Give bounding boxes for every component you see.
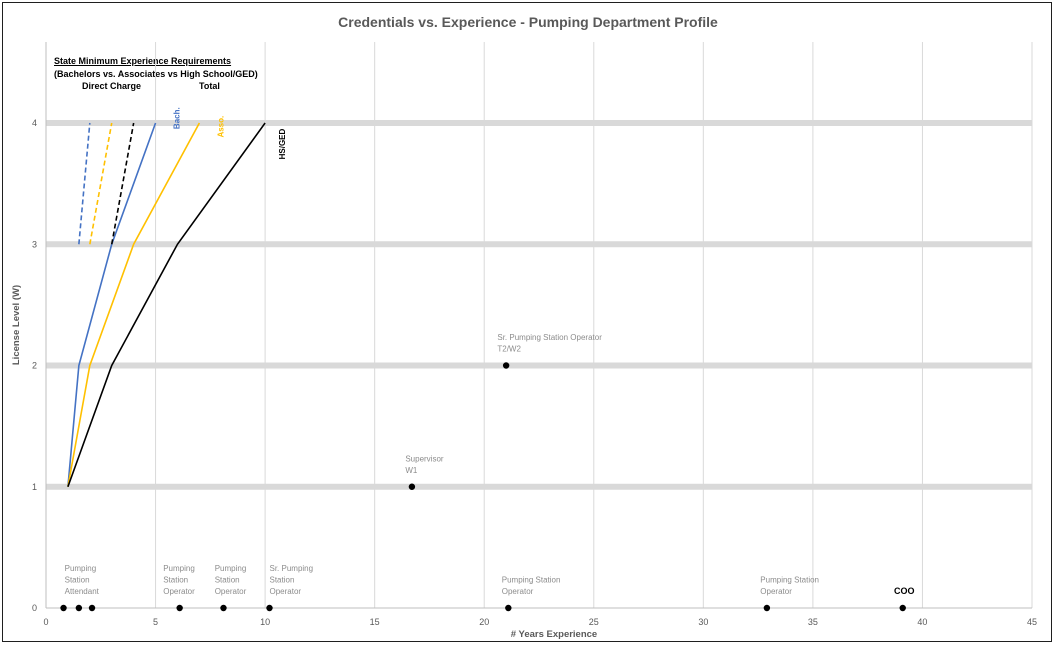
x-tick-label: 35 <box>808 617 818 627</box>
point-label: Pumping Station <box>502 576 561 585</box>
point-label: Sr. Pumping <box>269 564 313 573</box>
x-tick-label: 20 <box>479 617 489 627</box>
employee-point <box>176 604 183 612</box>
y-tick-label: 3 <box>32 239 37 249</box>
point-label: Station <box>65 576 90 585</box>
series-label: Asso. <box>216 116 225 138</box>
employee-point <box>505 604 512 612</box>
point-label: Operator <box>760 587 792 596</box>
employee-point <box>220 604 227 612</box>
point-label: Attendant <box>65 587 100 596</box>
point-label: Station <box>269 576 294 585</box>
point-label: Pumping <box>65 564 97 573</box>
employee-point <box>408 483 416 490</box>
requirement-line <box>67 122 157 487</box>
employee-point <box>502 362 510 369</box>
point-label: T2/W2 <box>497 345 521 354</box>
point-label: Operator <box>215 587 247 596</box>
point-label: Operator <box>502 587 534 596</box>
requirements-note-title: State Minimum Experience Requirements <box>54 56 232 66</box>
x-tick-label: 25 <box>589 617 599 627</box>
point-label: Supervisor <box>405 454 444 463</box>
point-label: Pumping Station <box>760 576 819 585</box>
requirement-line <box>67 122 266 488</box>
x-tick-label: 40 <box>917 617 927 627</box>
y-tick-label: 4 <box>32 118 37 128</box>
point-label: Operator <box>269 587 301 596</box>
point-label: Station <box>215 576 240 585</box>
y-tick-label: 2 <box>32 361 37 371</box>
y-tick-label: 1 <box>32 482 37 492</box>
direct-charge-label: Direct Charge <box>82 81 142 91</box>
x-tick-label: 30 <box>698 617 708 627</box>
x-axis-label: # Years Experience <box>511 629 597 640</box>
point-label: W1 <box>405 466 418 475</box>
series-label: Bach. <box>173 107 182 129</box>
chart-title: Credentials vs. Experience - Pumping Dep… <box>338 14 718 30</box>
direct-charge-line <box>89 122 113 245</box>
employee-point <box>88 604 96 612</box>
x-tick-label: 5 <box>153 617 158 627</box>
y-tick-label: 0 <box>32 603 37 613</box>
direct-charge-line <box>110 122 135 245</box>
x-tick-label: 45 <box>1027 617 1037 627</box>
total-label: Total <box>199 81 220 91</box>
employee-point <box>60 604 67 612</box>
employee-point <box>75 604 83 612</box>
point-label: Operator <box>163 587 195 596</box>
point-label: Station <box>163 576 188 585</box>
requirement-line <box>67 122 201 487</box>
employee-point <box>899 604 906 612</box>
point-label: COO <box>894 586 915 596</box>
point-label: Pumping <box>215 564 247 573</box>
employee-point <box>763 604 771 612</box>
y-axis-label: License Level (W) <box>11 285 22 365</box>
employee-point <box>266 604 273 612</box>
direct-charge-line <box>78 122 91 245</box>
x-tick-label: 0 <box>43 617 48 627</box>
x-tick-label: 15 <box>370 617 380 627</box>
series-label: HS/GED <box>278 128 287 159</box>
point-label: Pumping <box>163 564 195 573</box>
x-tick-label: 10 <box>260 617 270 627</box>
point-label: Sr. Pumping Station Operator <box>497 333 602 342</box>
